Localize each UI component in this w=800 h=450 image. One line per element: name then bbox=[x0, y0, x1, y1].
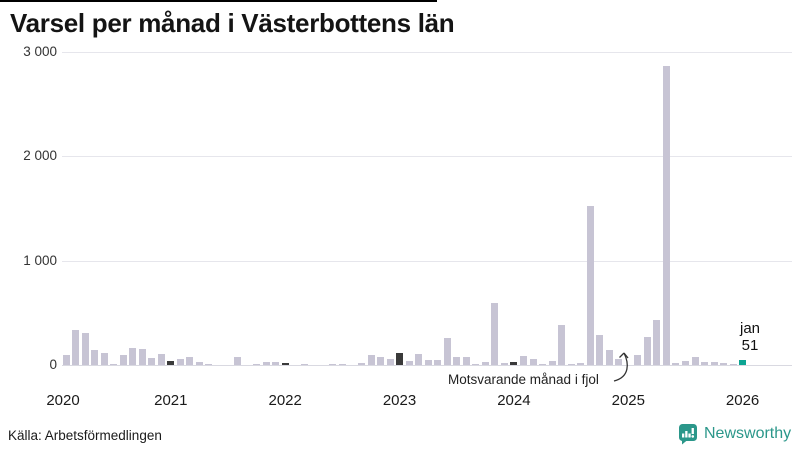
bar-2021-12 bbox=[272, 362, 280, 365]
bar-2021-02 bbox=[176, 359, 184, 365]
bar-2025-07 bbox=[681, 361, 689, 365]
bar-2020-02 bbox=[62, 355, 70, 365]
bar-2022-09 bbox=[357, 363, 365, 365]
current-month-label: jan 51 bbox=[728, 320, 772, 354]
bar-2024-06 bbox=[558, 325, 566, 365]
gridline-3000 bbox=[62, 52, 792, 53]
x-year-label-2025: 2025 bbox=[611, 392, 645, 409]
x-year-label-2026: 2026 bbox=[725, 392, 760, 409]
bar-2023-12 bbox=[500, 363, 508, 365]
bar-2022-06 bbox=[329, 364, 337, 365]
current-month-name: jan bbox=[739, 320, 761, 337]
bar-2024-02 bbox=[519, 356, 527, 365]
bar-2025-12 bbox=[729, 364, 737, 365]
bar-2021-03 bbox=[186, 357, 194, 365]
x-year-label-2020: 2020 bbox=[46, 392, 80, 409]
bar-2024-05 bbox=[548, 361, 556, 365]
bar-2020-04 bbox=[81, 333, 89, 365]
bar-2025-03 bbox=[643, 337, 651, 365]
bar-2024-04 bbox=[539, 364, 546, 365]
bar-2020-12 bbox=[157, 354, 165, 365]
bar-2023-11 bbox=[491, 303, 499, 365]
x-year-label-2022: 2022 bbox=[268, 392, 302, 409]
bar-2025-08 bbox=[691, 357, 699, 365]
bar-2020-07 bbox=[110, 364, 118, 365]
bar-2024-03 bbox=[529, 359, 537, 365]
bar-2020-06 bbox=[100, 353, 108, 365]
bar-2024-01 bbox=[510, 362, 518, 365]
bar-2025-10 bbox=[710, 362, 718, 365]
chart-title: Varsel per månad i Västerbottens län bbox=[10, 8, 455, 38]
y-tick-label-2000: 2 000 bbox=[23, 148, 57, 163]
top-accent-line bbox=[0, 0, 437, 2]
annotation-last-year: Motsvarande månad i fjol bbox=[448, 372, 599, 387]
bar-2026-01 bbox=[739, 360, 747, 365]
source-text: Källa: Arbetsförmedlingen bbox=[8, 428, 162, 443]
bar-2023-05 bbox=[434, 360, 442, 365]
bar-2024-09 bbox=[586, 206, 594, 365]
bar-2021-05 bbox=[205, 364, 213, 365]
bar-2022-03 bbox=[300, 364, 308, 365]
bar-2025-04 bbox=[653, 320, 661, 365]
bar-2020-10 bbox=[138, 349, 146, 365]
gridline-1000 bbox=[62, 261, 792, 262]
newsworthy-icon bbox=[679, 424, 697, 445]
y-tick-label-3000: 3 000 bbox=[23, 44, 57, 59]
bar-2024-11 bbox=[605, 350, 613, 365]
bar-2025-09 bbox=[701, 362, 708, 365]
brand-name: Newsworthy bbox=[704, 425, 792, 442]
bar-2021-04 bbox=[195, 362, 203, 365]
bar-2024-12 bbox=[615, 359, 623, 365]
bar-2021-11 bbox=[262, 362, 270, 365]
bar-2023-09 bbox=[472, 364, 480, 365]
bar-2021-08 bbox=[234, 357, 241, 365]
bar-2020-03 bbox=[72, 330, 79, 365]
bar-2023-03 bbox=[415, 354, 423, 365]
bar-2025-06 bbox=[672, 363, 680, 365]
bar-2023-06 bbox=[443, 338, 451, 365]
bar-2020-08 bbox=[119, 355, 127, 365]
bar-2021-01 bbox=[167, 361, 175, 365]
bar-2022-07 bbox=[338, 364, 346, 365]
bar-2022-01 bbox=[281, 363, 289, 365]
x-year-label-2021: 2021 bbox=[154, 392, 188, 409]
brand-logo: Newsworthy bbox=[678, 423, 791, 445]
bar-2022-12 bbox=[386, 359, 394, 365]
bar-2023-08 bbox=[462, 357, 470, 365]
current-month-value: 51 bbox=[741, 337, 759, 354]
bar-2025-11 bbox=[720, 363, 728, 365]
bar-2025-02 bbox=[634, 355, 642, 365]
x-year-label-2023: 2023 bbox=[382, 392, 417, 409]
bar-2022-10 bbox=[367, 355, 375, 365]
annotation-arrow-icon bbox=[613, 352, 629, 382]
bar-2023-04 bbox=[424, 360, 432, 365]
bar-2024-10 bbox=[596, 335, 604, 365]
bar-2023-02 bbox=[405, 361, 413, 365]
gridline-0 bbox=[62, 365, 792, 366]
bar-2023-10 bbox=[481, 362, 489, 365]
y-tick-label-1000: 1 000 bbox=[23, 253, 57, 268]
gridline-2000 bbox=[62, 156, 792, 157]
bar-2022-11 bbox=[377, 357, 384, 365]
bar-2020-11 bbox=[148, 358, 156, 365]
bar-2023-01 bbox=[396, 353, 403, 365]
bar-2025-05 bbox=[662, 66, 670, 365]
bar-2020-05 bbox=[91, 350, 99, 365]
bar-2024-07 bbox=[567, 364, 575, 365]
bar-2023-07 bbox=[453, 357, 461, 365]
bar-2024-08 bbox=[577, 363, 585, 365]
y-tick-label-0: 0 bbox=[49, 357, 57, 372]
x-year-label-2024: 2024 bbox=[497, 392, 531, 409]
bar-2020-09 bbox=[129, 348, 137, 365]
bar-2021-10 bbox=[253, 364, 261, 365]
